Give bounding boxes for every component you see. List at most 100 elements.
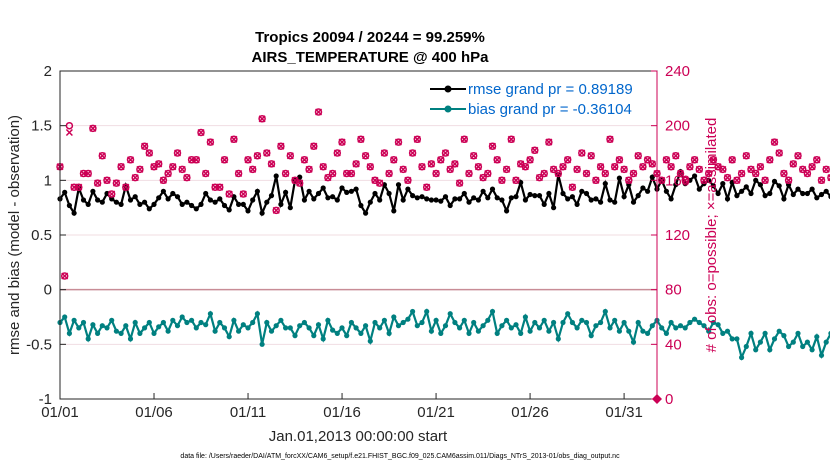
obs-possible-marker [451,160,459,168]
data-point [391,208,397,214]
obs-assimilated-marker [493,156,501,164]
data-point [433,317,439,323]
obs-possible-marker [136,165,144,174]
obs-possible-marker [385,169,393,178]
obs-possible-marker [488,142,497,150]
obs-possible-marker [629,169,638,178]
x-axis-label: Jan.01,2013 00:00:00 start [269,428,448,445]
data-point [522,314,529,320]
obs-assimilated-marker [423,183,431,191]
obs-assimilated-marker [465,169,473,178]
data-point [203,322,209,328]
obs-assimilated-marker [662,156,670,164]
data-point [814,334,820,340]
data-point [715,190,721,197]
obs-possible-marker [474,162,483,171]
obs-possible-marker [300,156,309,164]
obs-possible-marker [404,176,412,185]
obs-possible-marker [272,206,280,215]
data-point [649,323,655,329]
obs-possible-marker [206,138,215,146]
obs-assimilated-marker [268,160,276,168]
data-point [311,196,317,202]
data-point [377,197,383,203]
data-point [156,324,162,330]
data-point [499,197,505,203]
obs-assimilated-marker [503,165,511,173]
data-point [551,205,557,211]
data-point [767,347,773,353]
obs-assimilated-marker [512,176,520,184]
obs-assimilated-marker [413,135,421,143]
data-point [311,333,317,339]
data-point [781,333,787,339]
obs-possible-marker [756,162,765,171]
data-point [250,319,256,326]
data-point [527,191,533,198]
obs-possible-marker [507,135,516,144]
data-point [325,195,331,201]
data-point [254,311,260,317]
obs-assimilated-marker [235,169,243,178]
y-right-tick-label: 40 [665,336,682,353]
obs-assimilated-marker [357,135,365,143]
data-point [696,186,702,192]
obs-possible-marker [747,165,755,174]
obs-possible-marker [709,156,718,164]
data-point [259,210,265,216]
data-point [391,314,397,320]
data-point [804,190,811,197]
data-point [522,197,529,203]
obs-assimilated-marker [131,174,139,182]
data-point [217,196,223,202]
obs-possible-marker [780,169,788,178]
data-point [579,317,585,323]
obs-assimilated-marker [291,176,299,184]
data-point [804,339,811,345]
data-point [480,188,486,194]
obs-possible-marker [686,162,694,171]
obs-possible-marker [587,151,595,160]
data-point [748,190,754,197]
obs-assimilated-marker [517,160,525,168]
obs-assimilated-marker [672,152,680,160]
legend-bias-label: bias grand pr = -0.36104 [468,101,632,118]
data-point [414,195,420,201]
data-point [334,197,340,203]
data-point [236,201,242,207]
obs-assimilated-marker [545,138,553,146]
obs-assimilated-marker [446,165,454,173]
data-point [569,194,576,200]
data-point [250,197,256,203]
data-point [818,352,825,358]
obs-assimilated-marker [742,152,750,160]
data-point [447,202,453,209]
series-layer [56,108,830,361]
obs-assimilated-marker [531,146,539,154]
obs-possible-marker [310,142,318,150]
obs-possible-marker [342,169,351,178]
data-point [123,323,129,329]
data-point [710,319,717,326]
obs-possible-marker [549,165,558,174]
obs-possible-marker [498,176,506,185]
data-point [518,330,524,336]
data-point [395,323,402,329]
data-point [762,193,768,199]
data-point [480,323,486,329]
data-point [508,195,514,201]
obs-possible-marker [610,162,619,171]
data-point [95,197,101,203]
data-point [786,343,792,350]
obs-possible-marker [484,169,492,178]
obs-assimilated-marker [136,165,144,173]
obs-assimilated-marker [564,156,572,164]
data-point [795,186,801,192]
obs-assimilated-marker [474,163,482,171]
obs-possible-marker [173,149,182,157]
data-point [442,323,449,329]
obs-possible-marker [366,162,375,171]
data-point [330,327,336,333]
obs-possible-marker [563,156,572,164]
